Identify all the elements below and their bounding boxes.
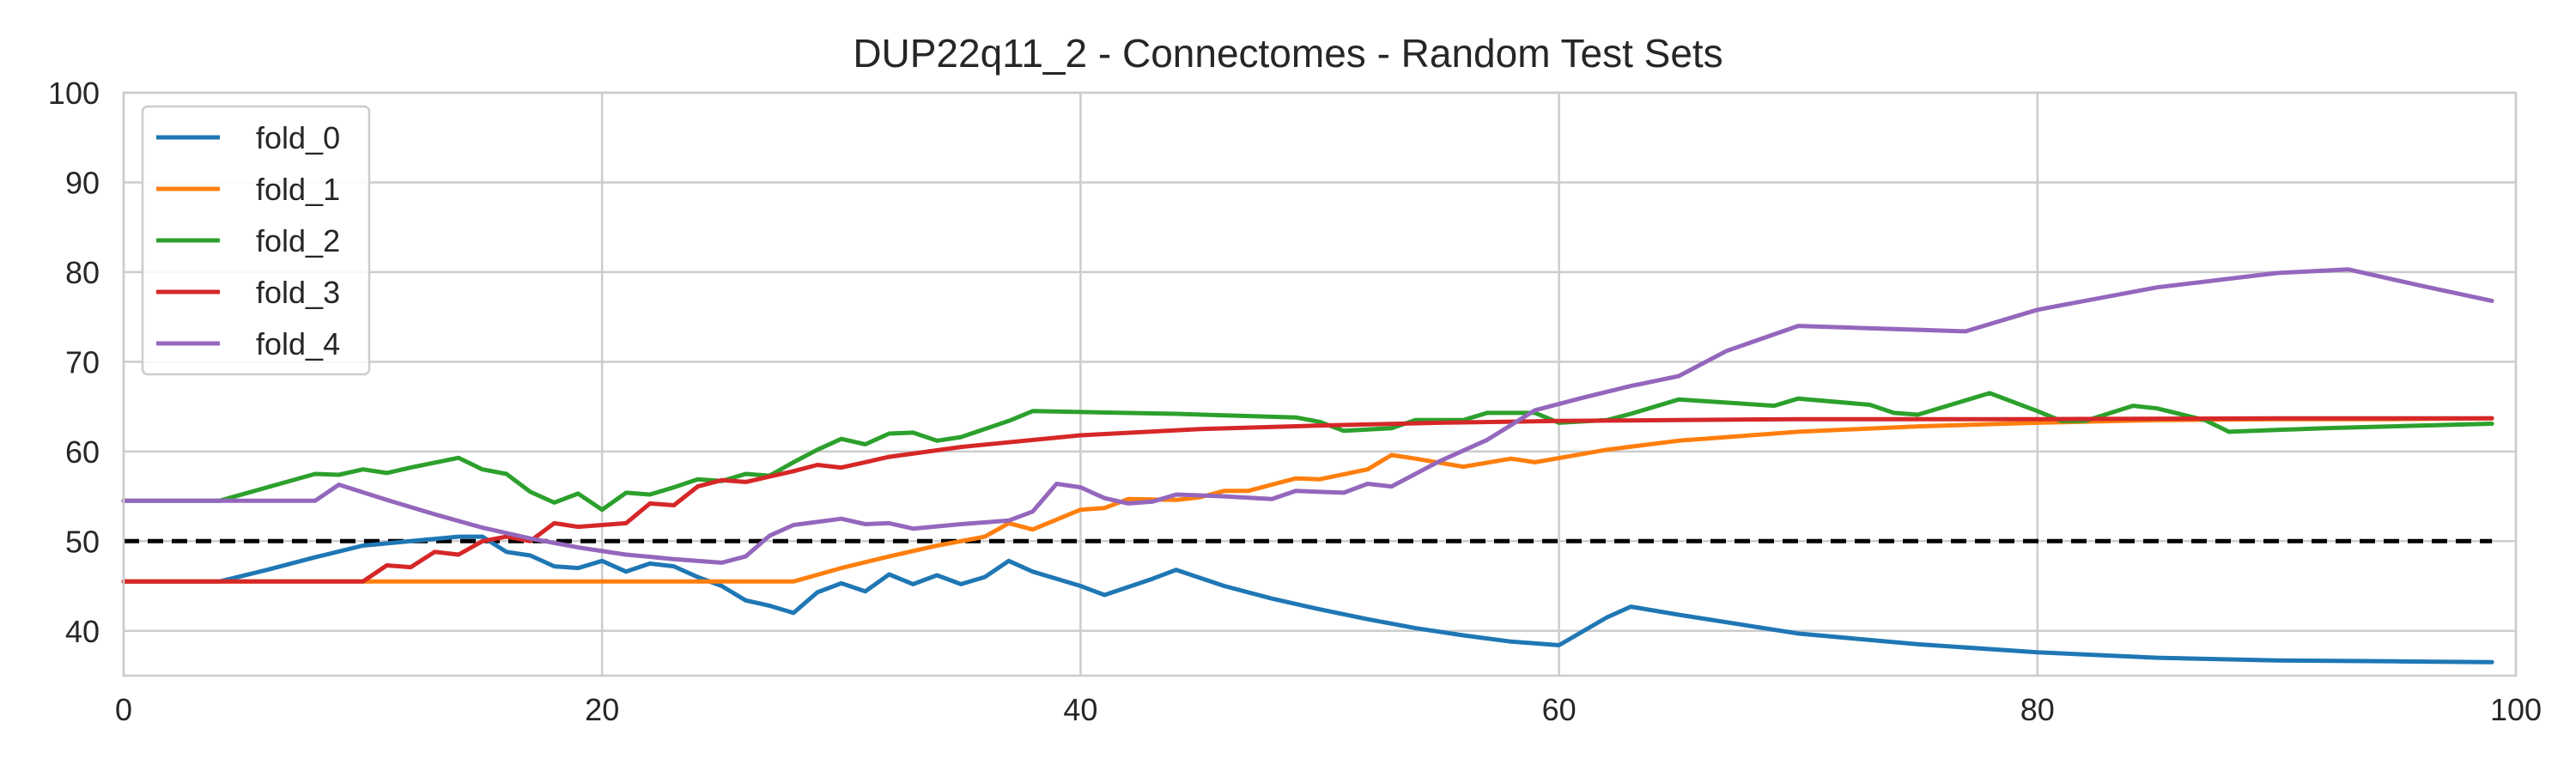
y-tick-label: 70 [65,344,100,379]
series-line-fold_0 [121,534,2494,665]
chart-title: DUP22q11_2 - Connectomes - Random Test S… [853,31,1722,76]
y-tick-label: 90 [65,165,100,200]
series-line-fold_3 [121,416,2494,584]
x-tick-label: 40 [1063,692,1097,727]
x-tick-label: 80 [2020,692,2055,727]
legend-box [141,105,371,376]
legend: fold_0 fold_1 fold_2 fold_3 fold_4 [141,105,371,376]
x-tick-label: 0 [115,692,132,727]
y-tick-label: 80 [65,255,100,290]
y-tick-label: 100 [48,76,100,111]
y-tick-label: 60 [65,434,100,470]
legend-label: fold_3 [256,275,340,310]
x-tick-label: 100 [2490,692,2542,727]
legend-label: fold_0 [256,120,340,155]
y-tick-label: 50 [65,524,100,559]
series-line-fold_1 [121,416,2494,584]
y-tick-label: 40 [65,614,100,649]
legend-label: fold_2 [256,223,340,258]
tick-labels: 0 20 40 60 80 100 40 50 60 70 80 90 100 [48,76,2542,727]
legend-label: fold_1 [256,172,340,207]
series-lines [121,267,2494,665]
series-line-fold_2 [121,391,2494,513]
plot-frame [122,91,2518,677]
series-line-fold_4 [121,267,2494,565]
legend-label: fold_4 [256,326,340,361]
x-tick-label: 60 [1542,692,1577,727]
x-tick-label: 20 [585,692,619,727]
